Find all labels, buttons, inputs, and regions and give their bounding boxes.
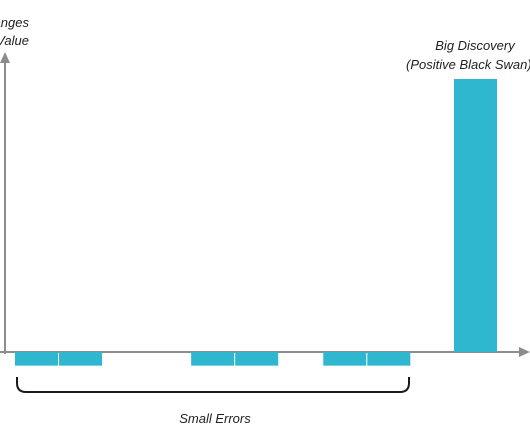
x-axis-arrow-icon [519, 347, 530, 357]
bar-1 [15, 352, 58, 366]
annotation-big-line-1: Big Discovery [435, 38, 516, 53]
y-axis-label-line-1: Changes [0, 15, 29, 30]
bar-5 [191, 352, 235, 366]
bars-group [15, 79, 497, 366]
bar-8 [323, 352, 367, 366]
annotation-small-errors: Small Errors [179, 411, 251, 426]
bar-13 [454, 79, 497, 352]
bar-2 [59, 352, 103, 366]
annotation-big-line-2: (Positive Black Swan) [406, 57, 530, 72]
bar-9 [367, 352, 411, 366]
y-axis-arrow-icon [0, 52, 10, 63]
y-axis-label-line-2: in Value [0, 33, 29, 48]
small-errors-bracket [16, 377, 410, 393]
bar-6 [235, 352, 279, 366]
